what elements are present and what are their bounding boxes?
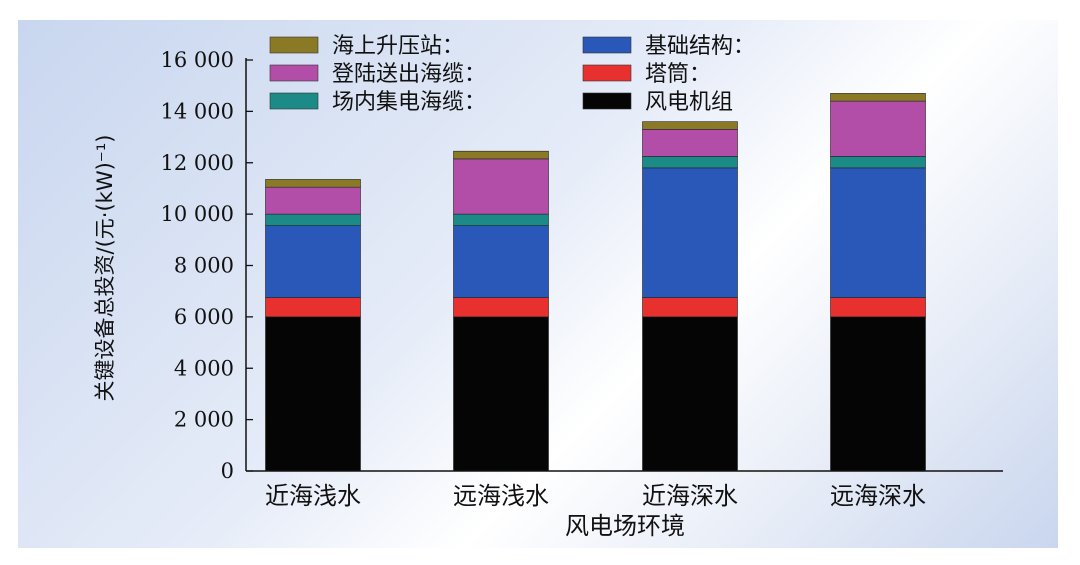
bar-segment [642, 297, 738, 318]
legend: 海上升压站： 基础结构： 登陆送出海缆： 塔筒： 场内集电海缆： 风电机组 [269, 34, 755, 115]
legend-swatch [269, 92, 319, 110]
y-tick-label: 0 [221, 459, 234, 483]
bars [265, 93, 926, 472]
legend-label: 基础结构： [645, 34, 755, 59]
x-tick-label: 远海浅水 [453, 482, 549, 510]
legend-label: 塔筒： [645, 62, 711, 87]
bar-segment [265, 316, 361, 472]
y-axis-ticks: 0 2 000 4 000 6 000 8 000 10 000 12 000 14 000 1… [161, 48, 253, 483]
bar-segment [265, 297, 361, 318]
y-tick-label: 10 000 [161, 202, 234, 226]
bar-segment [830, 93, 926, 102]
bar-segment [830, 297, 926, 318]
x-tick-label: 近海浅水 [265, 482, 361, 510]
legend-swatch [269, 36, 319, 54]
bar-segment [453, 213, 549, 226]
bar-segment [265, 179, 361, 188]
bar-segment [642, 167, 738, 298]
bar-segment [453, 158, 549, 215]
bar-segment [453, 150, 549, 160]
bar-segment [830, 156, 926, 169]
legend-label: 登陆送出海缆： [332, 62, 486, 87]
legend-swatch [582, 64, 632, 82]
y-tick-label: 2 000 [174, 408, 234, 432]
y-axis-label: 关键设备总投资/(元·(kW)⁻¹) [93, 135, 117, 402]
chart-frame: 0 2 000 4 000 6 000 8 000 10 000 12 000 14 000 1… [18, 20, 1058, 548]
legend-label: 海上升压站： [332, 34, 464, 59]
legend-swatch [269, 64, 319, 82]
bar-segment [265, 213, 361, 226]
bar-segment [830, 167, 926, 298]
bar-segment [642, 129, 738, 157]
bar-segment [830, 100, 926, 157]
y-tick-label: 14 000 [161, 99, 234, 123]
legend-label: 风电机组 [645, 90, 733, 115]
legend-swatch [582, 92, 632, 110]
bar-segment [265, 225, 361, 298]
legend-swatch [582, 36, 632, 54]
x-axis-label: 风电场环境 [565, 512, 685, 540]
bar-segment [453, 297, 549, 318]
stacked-bar-chart: 0 2 000 4 000 6 000 8 000 10 000 12 000 14 000 1… [93, 34, 1003, 540]
y-tick-label: 6 000 [174, 305, 234, 329]
bar-segment [830, 316, 926, 472]
y-tick-label: 12 000 [161, 151, 234, 175]
bar-segment [642, 316, 738, 472]
legend-label: 场内集电海缆： [332, 90, 486, 115]
bar-segment [453, 316, 549, 472]
y-tick-label: 4 000 [174, 356, 234, 380]
y-tick-label: 16 000 [161, 48, 234, 72]
x-axis-categories: 近海浅水 远海浅水 近海深水 远海深水 [265, 482, 926, 510]
bar-segment [453, 225, 549, 298]
bar-segment [642, 156, 738, 169]
y-tick-label: 8 000 [174, 254, 234, 278]
x-tick-label: 远海深水 [830, 482, 926, 510]
x-tick-label: 近海深水 [642, 482, 738, 510]
bar-segment [642, 121, 738, 130]
bar-segment [265, 186, 361, 215]
